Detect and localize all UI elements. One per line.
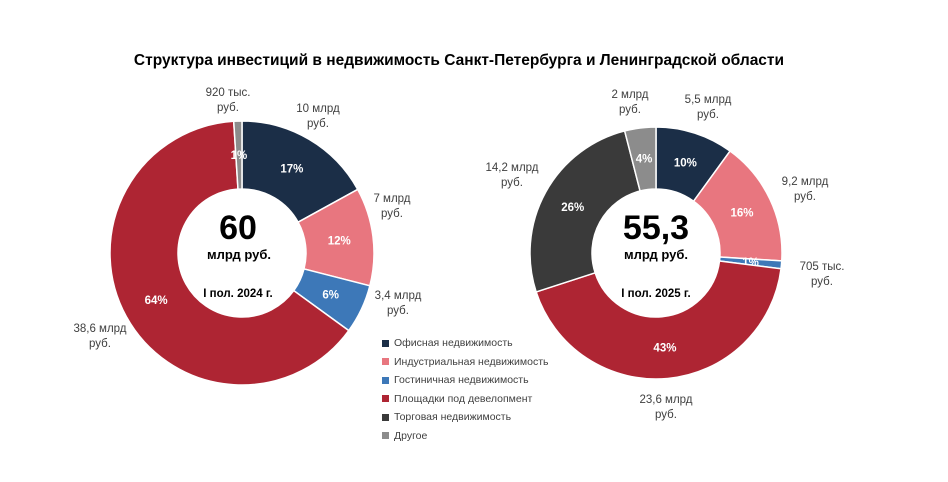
slice-amount-label: руб. bbox=[381, 208, 403, 220]
center-unit: млрд руб. bbox=[207, 247, 271, 262]
slice-percent-label: 64% bbox=[145, 295, 168, 307]
slice-percent-label: 1% bbox=[231, 150, 248, 162]
slice-development bbox=[535, 260, 782, 380]
legend-item-office: Офисная недвижимость bbox=[382, 334, 549, 353]
slice-amount-label: 920 тыс. bbox=[206, 87, 251, 99]
center-total-value: 60 bbox=[219, 209, 257, 247]
legend-label: Индустриальная недвижимость bbox=[394, 355, 549, 368]
center-period: I пол. 2024 г. bbox=[203, 288, 272, 300]
slice-amount-label: 38,6 млрд bbox=[73, 323, 126, 335]
slice-amount-label: руб. bbox=[619, 104, 641, 116]
slice-amount-label: руб. bbox=[811, 276, 833, 288]
legend-swatch bbox=[382, 395, 389, 403]
legend-label: Гостиничная недвижимость bbox=[394, 374, 529, 387]
legend-swatch bbox=[382, 376, 389, 384]
slice-amount-label: 7 млрд bbox=[373, 193, 410, 205]
legend-label: Торговая недвижимость bbox=[394, 411, 512, 424]
slice-percent-label: 26% bbox=[561, 202, 584, 214]
slice-percent-label: 43% bbox=[653, 343, 676, 355]
center-unit: млрд руб. bbox=[624, 247, 688, 262]
center-total-value: 55,3 bbox=[623, 209, 689, 247]
legend-label: Офисная недвижимость bbox=[394, 337, 513, 350]
slice-percent-label: 4% bbox=[636, 154, 653, 166]
legend-item-other: Другое bbox=[382, 427, 549, 446]
slice-amount-label: руб. bbox=[655, 409, 677, 421]
slice-amount-label: руб. bbox=[387, 305, 409, 317]
legend-item-development: Площадки под девелопмент bbox=[382, 390, 549, 409]
slice-amount-label: руб. bbox=[307, 118, 329, 130]
legend-swatch bbox=[382, 339, 389, 347]
center-period: I пол. 2025 г. bbox=[621, 288, 690, 300]
slice-amount-label: руб. bbox=[89, 338, 111, 350]
legend-item-hotel: Гостиничная недвижимость bbox=[382, 371, 549, 390]
legend-item-industrial: Индустриальная недвижимость bbox=[382, 353, 549, 372]
slice-amount-label: 5,5 млрд bbox=[685, 94, 732, 106]
donut-chart-1: 17% 10 млрд руб. 12% 7 млрд руб. 6% 3,4 млрд руб… bbox=[73, 87, 422, 386]
slice-percent-label: 6% bbox=[322, 290, 339, 302]
legend-swatch bbox=[382, 413, 389, 421]
slice-percent-label: 17% bbox=[280, 164, 303, 176]
slice-amount-label: 3,4 млрд bbox=[375, 290, 422, 302]
slice-amount-label: 9,2 млрд bbox=[782, 176, 829, 188]
slice-percent-label: 10% bbox=[674, 158, 697, 170]
slice-amount-label: 23,6 млрд bbox=[639, 394, 692, 406]
chart-title: Структура инвестиций в недвижимость Санк… bbox=[133, 52, 785, 69]
legend-label: Площадки под девелопмент bbox=[394, 392, 533, 405]
slice-amount-label: руб. bbox=[697, 109, 719, 121]
legend-item-retail: Торговая недвижимость bbox=[382, 408, 549, 427]
slice-amount-label: 705 тыс. bbox=[800, 261, 845, 273]
slice-retail bbox=[529, 130, 641, 293]
legend: Офисная недвижимость Индустриальная недви… bbox=[382, 334, 549, 445]
legend-label: Другое bbox=[394, 429, 428, 442]
slice-amount-label: 14,2 млрд bbox=[485, 162, 538, 174]
legend-swatch bbox=[382, 432, 389, 440]
slice-amount-label: 2 млрд bbox=[611, 89, 648, 101]
slice-amount-label: руб. bbox=[501, 177, 523, 189]
slice-development bbox=[109, 120, 350, 386]
slice-amount-label: руб. bbox=[217, 102, 239, 114]
slice-other bbox=[232, 120, 243, 190]
legend-swatch bbox=[382, 358, 389, 366]
slice-other bbox=[623, 126, 657, 192]
slice-percent-label: 12% bbox=[328, 236, 351, 248]
slice-amount-label: руб. bbox=[794, 191, 816, 203]
slice-amount-label: 10 млрд bbox=[296, 103, 340, 115]
slice-percent-label: 16% bbox=[730, 208, 753, 220]
